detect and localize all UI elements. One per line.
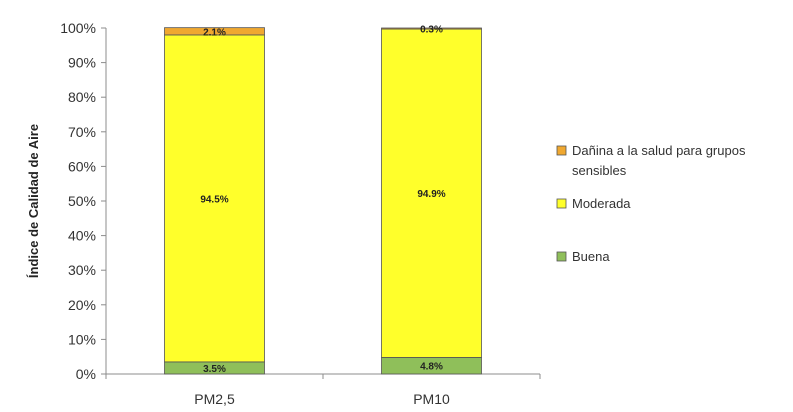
- y-tick-label: 40%: [68, 228, 96, 244]
- y-tick-label: 80%: [68, 89, 96, 105]
- chart-axes: 0% 10% 20% 30% 40% 50% 60% 70% 80% 90% 100% Índice …: [26, 20, 541, 407]
- y-tick-label: 70%: [68, 124, 96, 140]
- data-label: 94.5%: [200, 194, 228, 205]
- y-tick-label: 10%: [68, 331, 96, 347]
- legend-label: Buena: [572, 249, 610, 264]
- legend-swatch: [556, 145, 567, 156]
- legend-label: sensibles: [572, 163, 627, 178]
- bar-segment: [164, 27, 265, 36]
- legend-swatch: [556, 198, 567, 209]
- chart-data-labels: 3.5% 94.5% 2.1% 4.8% 94.9% 0.3%: [200, 25, 445, 375]
- y-tick-label: 0%: [76, 366, 96, 382]
- y-tick-label: 100%: [60, 20, 96, 36]
- y-tick-label: 90%: [68, 55, 96, 71]
- chart-bars: [164, 27, 482, 375]
- legend-swatch: [556, 251, 567, 262]
- y-tick-label: 60%: [68, 158, 96, 174]
- legend-label: Moderada: [572, 196, 631, 211]
- bar-segment: [164, 34, 265, 363]
- data-label: 4.8%: [420, 362, 443, 373]
- y-axis-title: Índice de Calidad de Aire: [26, 124, 41, 278]
- bar-segment: [381, 27, 482, 30]
- y-tick-label: 50%: [68, 193, 96, 209]
- data-label: 2.1%: [203, 27, 226, 38]
- chart-legend: Dañina a la salud para grupos sensibles Mo…: [556, 143, 746, 264]
- y-tick-label: 20%: [68, 297, 96, 313]
- y-tick-label: 30%: [68, 262, 96, 278]
- x-category-label: PM2,5: [194, 391, 235, 407]
- data-label: 94.9%: [417, 189, 445, 200]
- x-category-label: PM10: [413, 391, 450, 407]
- data-label: 3.5%: [203, 364, 226, 375]
- bar-segment: [381, 28, 482, 358]
- data-label: 0.3%: [420, 25, 443, 36]
- legend-label: Dañina a la salud para grupos: [572, 143, 746, 158]
